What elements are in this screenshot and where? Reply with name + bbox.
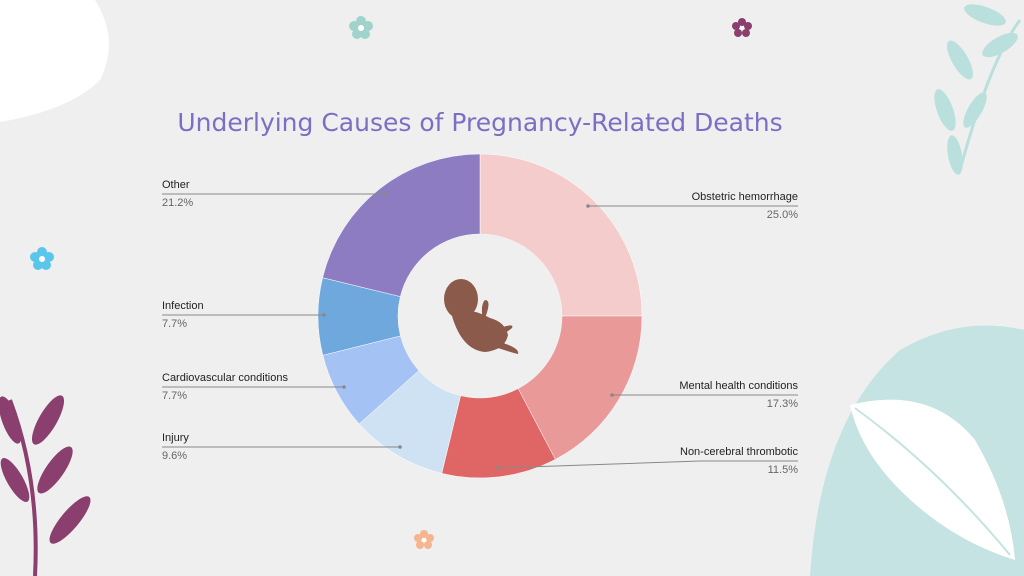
leaf-white xyxy=(850,399,1015,560)
blob-top-left xyxy=(0,0,109,122)
leader-dot xyxy=(322,313,326,317)
leaf-branch-bottom-left xyxy=(0,395,91,576)
leaf-vein xyxy=(854,407,1011,556)
slice-value: 7.7% xyxy=(162,390,187,402)
leader-dot xyxy=(586,204,590,208)
chart-title: Underlying Causes of Pregnancy-Related D… xyxy=(177,108,782,137)
leader-line xyxy=(496,460,798,469)
flower-peach xyxy=(414,530,434,549)
slice-label: Infection xyxy=(162,300,204,312)
slice-value: 21.2% xyxy=(162,197,193,209)
fetus-icon xyxy=(444,279,519,354)
donut-slice xyxy=(322,153,481,297)
flower-plum xyxy=(732,18,752,37)
leader-dot xyxy=(610,393,614,397)
slice-label: Obstetric hemorrhage xyxy=(692,191,798,203)
leader-dot xyxy=(495,466,499,470)
leaf-branch-top-right xyxy=(934,4,1022,175)
slice-value: 25.0% xyxy=(767,209,798,221)
slice-label: Other xyxy=(162,179,190,191)
slice-label: Non-cerebral thrombotic xyxy=(680,446,798,458)
leader-dot xyxy=(398,445,402,449)
flower-blue xyxy=(30,247,54,270)
flower-teal xyxy=(349,16,373,39)
leader-dot xyxy=(383,192,387,196)
slice-label: Cardiovascular conditions xyxy=(162,372,288,384)
leader-dot xyxy=(342,385,346,389)
slice-label: Mental health conditions xyxy=(679,380,798,392)
slice-value: 17.3% xyxy=(767,398,798,410)
slice-value: 7.7% xyxy=(162,318,187,330)
slice-value: 11.5% xyxy=(768,464,799,476)
slice-label: Injury xyxy=(162,432,189,444)
slice-value: 9.6% xyxy=(162,450,187,462)
